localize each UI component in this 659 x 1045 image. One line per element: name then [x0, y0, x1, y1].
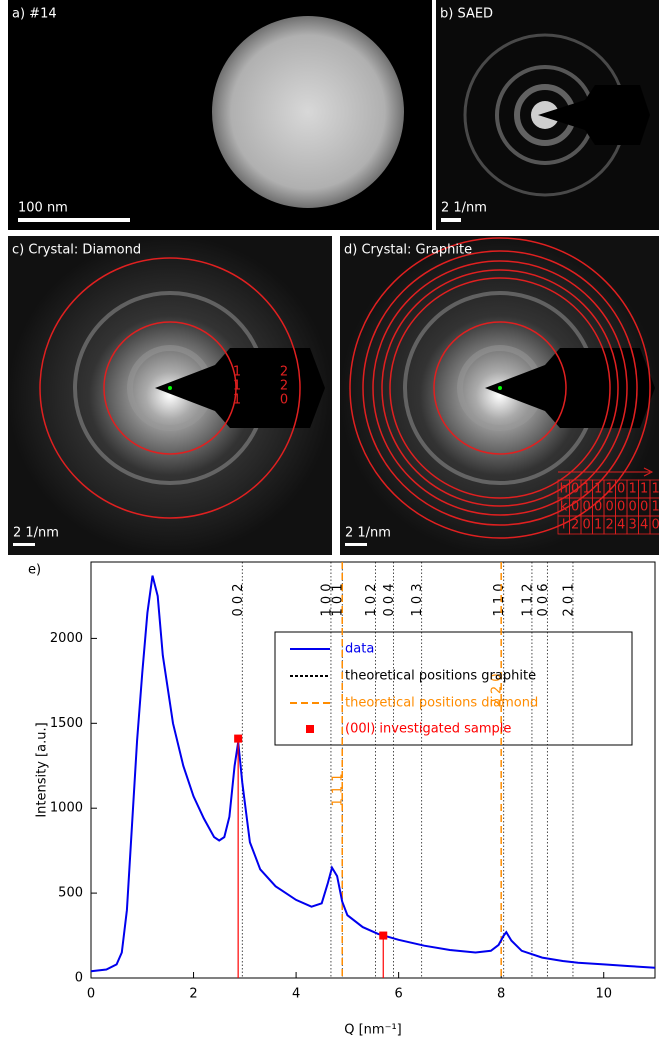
miller-index: 2	[280, 379, 288, 394]
graphite-label: 0 0 2	[231, 583, 246, 616]
miller-index: 0	[583, 500, 591, 515]
miller-index: 1	[583, 482, 591, 497]
panel-label: d) Crystal: Graphite	[344, 243, 472, 258]
scale-label: 2 1/nm	[345, 526, 391, 541]
legend-label: (00l) investigated sample	[345, 722, 511, 737]
data-line	[90, 575, 656, 973]
miller-index: 1	[629, 482, 637, 497]
graphite-label: 1 1 0	[492, 583, 507, 616]
particle	[212, 16, 404, 208]
miller-index: 4	[617, 518, 625, 533]
miller-index: 2	[280, 365, 288, 380]
miller-index: 0	[652, 518, 659, 533]
graphite-label: 0 0 6	[536, 583, 551, 616]
miller-index: 0	[280, 393, 288, 408]
legend	[274, 631, 633, 746]
scale-bar	[18, 218, 130, 222]
legend-swatch	[306, 725, 314, 733]
legend-label: data	[345, 642, 374, 657]
miller-index: 1	[652, 482, 659, 497]
miller-index: 0	[629, 500, 637, 515]
miller-index: 1	[233, 365, 241, 380]
miller-index: 2	[606, 518, 614, 533]
miller-index: 4	[640, 518, 648, 533]
legend-label: theoretical positions graphite	[345, 669, 536, 684]
miller-index: 1	[606, 482, 614, 497]
sample-marker	[379, 931, 388, 940]
x-tick-label: 2	[189, 987, 197, 1002]
miller-index: 0	[571, 482, 579, 497]
graphite-label: 1 0 0	[319, 583, 334, 616]
graphite-label: 1 0 3	[410, 583, 425, 616]
panel-label: c) Crystal: Diamond	[12, 243, 141, 258]
x-tick-label: 4	[292, 987, 300, 1002]
x-axis-label: Q [nm⁻¹]	[344, 1023, 401, 1038]
graphite-label: 1 1 2	[520, 583, 535, 616]
y-tick-label: 1000	[50, 801, 83, 816]
graphite-label: 0 0 4	[382, 583, 397, 616]
y-tick-label: 500	[58, 886, 83, 901]
scale-label: 2 1/nm	[441, 201, 487, 216]
miller-index: 1	[233, 393, 241, 408]
miller-index: 1	[594, 518, 602, 533]
plot-frame	[90, 561, 656, 979]
miller-index: 0	[583, 518, 591, 533]
y-axis-label: Intensity [a.u.]	[35, 722, 50, 817]
miller-index: l	[562, 518, 566, 533]
miller-index: 2	[571, 518, 579, 533]
miller-index: 0	[617, 500, 625, 515]
y-tick-label: 2000	[50, 631, 83, 646]
miller-index: h	[560, 482, 568, 497]
miller-index: 0	[606, 500, 614, 515]
graphite-label: 2 0 1	[561, 583, 576, 616]
miller-index: k	[560, 500, 568, 515]
y-tick-label: 0	[75, 971, 83, 986]
x-tick-label: 6	[394, 987, 402, 1002]
miller-index: 0	[594, 500, 602, 515]
x-tick-label: 0	[87, 987, 95, 1002]
panel-label: b) SAED	[440, 7, 493, 22]
miller-index: 0	[640, 500, 648, 515]
panel-label: a) #14	[12, 7, 57, 22]
y-tick-label: 1500	[50, 716, 83, 731]
graphite-label: 1 0 1	[331, 583, 346, 616]
miller-index: 3	[629, 518, 637, 533]
x-tick-label: 10	[595, 987, 612, 1002]
miller-index: 1	[652, 500, 659, 515]
miller-index: 1	[594, 482, 602, 497]
diamond-label: 1 1 1	[331, 773, 346, 806]
scale-label: 100 nm	[18, 201, 68, 216]
scale-label: 2 1/nm	[13, 526, 59, 541]
miller-index: 1	[233, 379, 241, 394]
x-tick-label: 8	[497, 987, 505, 1002]
miller-index: 0	[571, 500, 579, 515]
sample-marker	[234, 734, 243, 743]
diamond-label: 2 2 0	[490, 673, 505, 706]
graphite-label: 1 0 2	[364, 583, 379, 616]
table-cell	[649, 515, 659, 535]
miller-index: 1	[640, 482, 648, 497]
miller-index: 0	[617, 482, 625, 497]
panel-label: e)	[28, 563, 41, 578]
legend-label: theoretical positions diamond	[345, 696, 538, 711]
